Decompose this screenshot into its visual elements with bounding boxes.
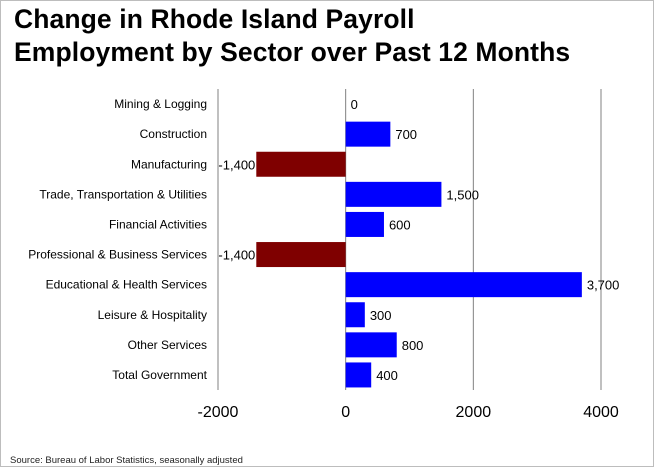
bar: [345, 302, 365, 328]
category-label: Professional & Business Services: [28, 248, 207, 262]
category-label: Leisure & Hospitality: [98, 308, 207, 322]
x-tick-label: 0: [341, 404, 350, 421]
x-tick-label: -2000: [198, 404, 239, 421]
chart-title-line-1: Change in Rhode Island Payroll: [14, 4, 415, 34]
data-label: -1,400: [218, 157, 255, 172]
category-label: Financial Activities: [109, 217, 207, 231]
bar: [256, 242, 346, 268]
bar: [345, 121, 391, 147]
category-label: Trade, Transportation & Utilities: [39, 187, 207, 201]
data-label: 600: [389, 217, 411, 232]
data-label: -1,400: [218, 248, 255, 263]
source-note: Source: Bureau of Labor Statistics, seas…: [10, 455, 243, 466]
x-tick-label: 4000: [583, 404, 619, 421]
x-tick-label: 2000: [456, 404, 492, 421]
category-label: Other Services: [128, 338, 207, 352]
data-label: 400: [376, 368, 398, 383]
category-label: Total Government: [112, 368, 207, 382]
chart-title: Change in Rhode Island Payroll Employmen…: [14, 3, 570, 69]
bar: [345, 272, 582, 298]
data-label: 0: [351, 97, 358, 112]
chart-title-line-2: Employment by Sector over Past 12 Months: [14, 37, 571, 67]
bar: [345, 362, 372, 388]
category-label: Construction: [140, 127, 207, 141]
bar: [345, 181, 442, 207]
bar: [256, 151, 346, 177]
data-label: 700: [395, 127, 417, 142]
data-label: 800: [402, 338, 424, 353]
data-label: 3,700: [587, 278, 620, 293]
category-label: Mining & Logging: [114, 97, 207, 111]
data-label: 1,500: [446, 187, 479, 202]
category-label: Manufacturing: [131, 157, 207, 171]
bar: [345, 332, 397, 358]
data-label: 300: [370, 308, 392, 323]
category-label: Educational & Health Services: [46, 278, 207, 292]
bar: [345, 211, 384, 237]
